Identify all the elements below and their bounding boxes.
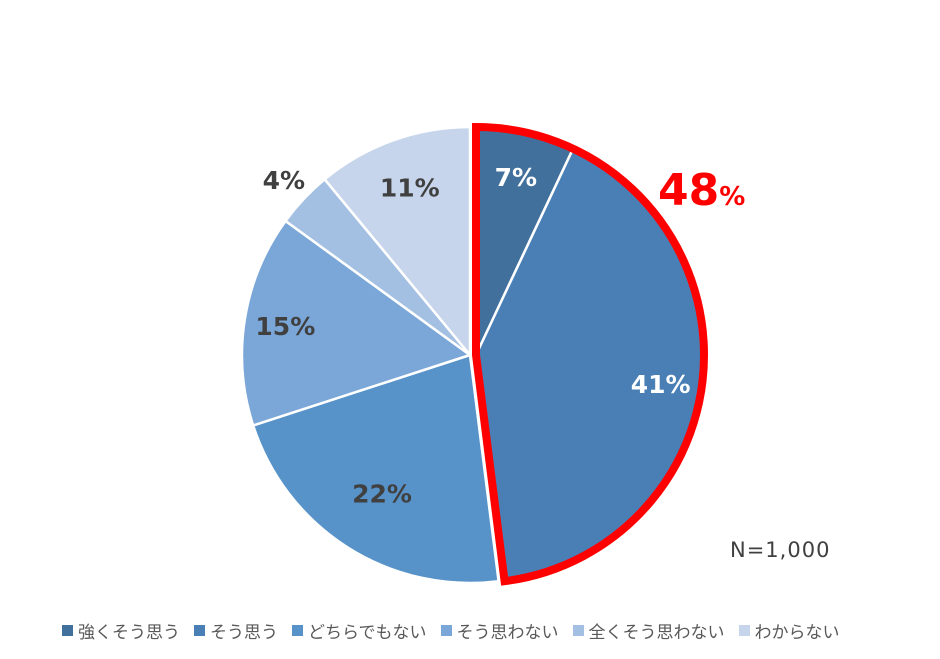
slice-label: 41% [631, 370, 691, 399]
legend-label: わからない [754, 623, 840, 643]
slice-label: 4% [263, 166, 305, 195]
legend-label: そう思う [210, 623, 278, 643]
slice-label: 15% [255, 312, 315, 341]
legend-swatch-icon [194, 625, 205, 636]
slice-label: 22% [352, 480, 412, 509]
highlight-value: 48% [658, 165, 745, 216]
legend-swatch-icon [62, 625, 73, 636]
legend-label: 強くそう思う [78, 623, 180, 643]
slice-label: 7% [495, 163, 537, 192]
slice-label: 11% [380, 174, 440, 203]
legend-item: 強くそう思う [62, 618, 180, 643]
sample-size-label: N=1,000 [730, 538, 831, 562]
legend-item: そう思う [194, 618, 278, 643]
legend-swatch-icon [440, 625, 452, 636]
pie-slice [251, 353, 500, 585]
highlight-border [472, 122, 708, 586]
legend-label: そう思わない [456, 623, 559, 643]
pie-slice [240, 219, 473, 428]
legend-swatch-icon [572, 625, 584, 636]
legend-swatch-icon [738, 625, 750, 636]
pie-slices [240, 125, 706, 585]
legend-swatch-icon [292, 625, 303, 636]
legend: 強くそう思う そう思う どちらでもない そう思わない 全くそう思わない わからな… [62, 618, 854, 643]
pie-slice [322, 125, 472, 359]
legend-item: そう思わない [440, 618, 559, 643]
legend-item: わからない [738, 618, 840, 643]
slice-labels: 7% 41% 22% 15% 4% 11% [255, 163, 690, 509]
legend-item: 全くそう思わない [572, 618, 725, 643]
legend-label: どちらでもない [308, 623, 427, 643]
legend-item: どちらでもない [292, 618, 427, 643]
legend-label: 全くそう思わない [588, 623, 725, 643]
